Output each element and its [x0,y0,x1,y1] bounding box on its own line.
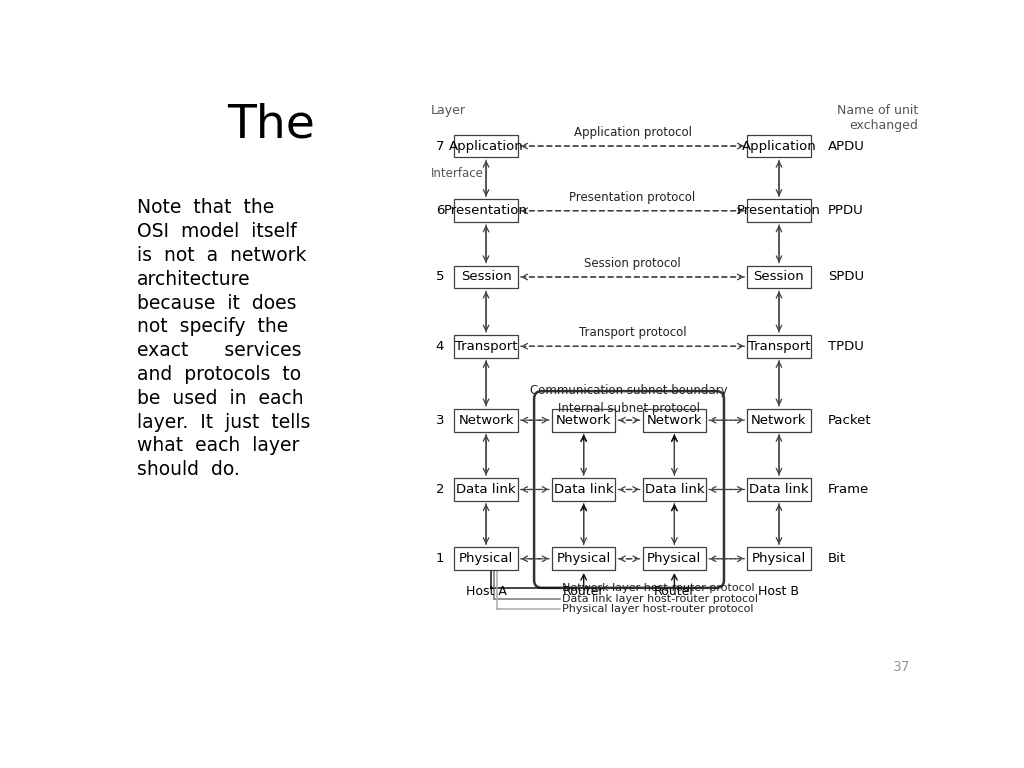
Text: Router: Router [563,584,604,598]
FancyBboxPatch shape [455,478,518,501]
Text: Session protocol: Session protocol [584,257,681,270]
Text: Data link layer host-router protocol: Data link layer host-router protocol [562,594,758,604]
Text: Network: Network [459,414,514,427]
FancyBboxPatch shape [455,548,518,570]
Text: Presentation: Presentation [444,204,528,217]
Text: Data link: Data link [750,483,809,496]
FancyBboxPatch shape [552,478,615,501]
Text: Transport: Transport [455,339,517,353]
FancyBboxPatch shape [748,134,811,157]
FancyBboxPatch shape [748,548,811,570]
FancyBboxPatch shape [455,335,518,358]
Text: Note  that  the
OSI  model  itself
is  not  a  network
architecture
because  it : Note that the OSI model itself is not a … [137,198,310,479]
Text: PPDU: PPDU [827,204,863,217]
FancyBboxPatch shape [455,200,518,222]
Text: Application: Application [449,140,523,153]
Text: Router: Router [653,584,695,598]
Text: 3: 3 [435,414,444,427]
Text: 1: 1 [435,552,444,565]
FancyBboxPatch shape [643,548,707,570]
Text: 4: 4 [436,339,444,353]
Text: Data link: Data link [644,483,705,496]
Text: Name of unit
exchanged: Name of unit exchanged [838,104,919,132]
FancyBboxPatch shape [643,409,707,432]
Text: Host A: Host A [466,584,507,598]
FancyBboxPatch shape [748,200,811,222]
Text: Transport protocol: Transport protocol [579,326,686,339]
Text: Communication subnet boundary: Communication subnet boundary [530,383,728,396]
Text: Session: Session [461,270,511,283]
Text: The: The [227,102,315,147]
Text: APDU: APDU [827,140,864,153]
Text: Host B: Host B [759,584,800,598]
Text: Bit: Bit [827,552,846,565]
FancyBboxPatch shape [748,335,811,358]
FancyBboxPatch shape [455,409,518,432]
Text: 6: 6 [436,204,444,217]
Text: Network: Network [556,414,611,427]
Text: Packet: Packet [827,414,871,427]
Text: Layer: Layer [430,104,465,118]
Text: 7: 7 [435,140,444,153]
Text: Physical: Physical [459,552,513,565]
FancyBboxPatch shape [748,409,811,432]
Text: Transport: Transport [748,339,810,353]
FancyBboxPatch shape [455,134,518,157]
Text: Interface: Interface [431,167,484,180]
Text: Application: Application [741,140,816,153]
Text: TPDU: TPDU [827,339,863,353]
Text: Network: Network [646,414,702,427]
FancyBboxPatch shape [643,478,707,501]
Text: Physical: Physical [647,552,701,565]
Text: Frame: Frame [827,483,869,496]
Text: Application protocol: Application protocol [573,126,691,139]
Text: 37: 37 [893,660,910,674]
Text: Session: Session [754,270,805,283]
Text: Data link: Data link [554,483,613,496]
Text: Presentation protocol: Presentation protocol [569,190,695,204]
Text: Physical layer host-router protocol: Physical layer host-router protocol [562,604,754,614]
Text: Network: Network [752,414,807,427]
FancyBboxPatch shape [748,478,811,501]
Text: Physical: Physical [557,552,611,565]
FancyBboxPatch shape [552,409,615,432]
Text: Presentation: Presentation [737,204,821,217]
FancyBboxPatch shape [455,266,518,288]
Text: SPDU: SPDU [827,270,864,283]
Text: Data link: Data link [457,483,516,496]
FancyBboxPatch shape [552,548,615,570]
Text: 2: 2 [435,483,444,496]
Text: 5: 5 [435,270,444,283]
Text: Internal subnet protocol: Internal subnet protocol [558,402,700,415]
Text: Physical: Physical [752,552,806,565]
Text: Network layer host-router protocol: Network layer host-router protocol [562,583,755,593]
FancyBboxPatch shape [748,266,811,288]
